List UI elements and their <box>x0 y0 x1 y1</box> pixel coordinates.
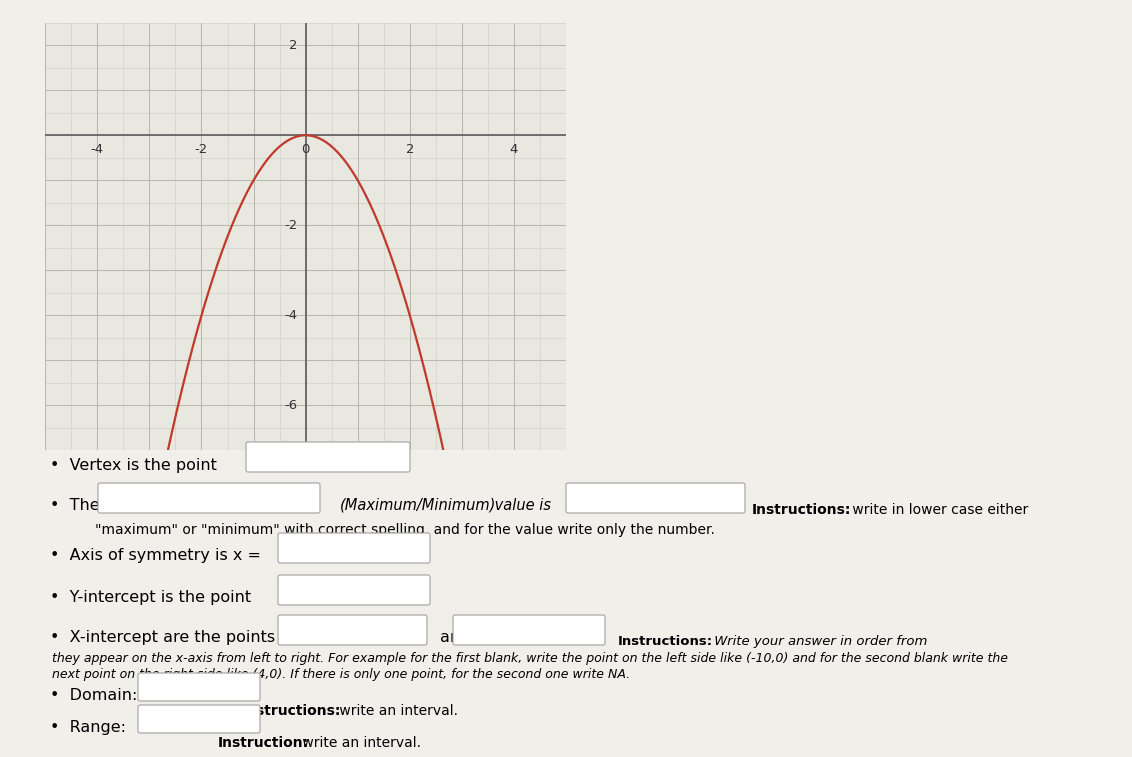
Text: -4: -4 <box>285 309 298 322</box>
Text: they appear on the x-axis from left to right. For example for the first blank, w: they appear on the x-axis from left to r… <box>52 652 1007 665</box>
Text: write an interval.: write an interval. <box>335 704 458 718</box>
Text: write in lower case either: write in lower case either <box>848 503 1028 517</box>
Text: (Maximum/Minimum): (Maximum/Minimum) <box>340 498 496 513</box>
Text: Instruction:: Instruction: <box>218 736 309 750</box>
Text: •  Y-intercept is the point: • Y-intercept is the point <box>50 590 251 605</box>
Text: -6: -6 <box>285 399 298 412</box>
Text: -2: -2 <box>284 219 298 232</box>
Text: 2: 2 <box>405 143 414 157</box>
Text: -4: -4 <box>91 143 104 157</box>
Text: and: and <box>440 630 471 645</box>
FancyBboxPatch shape <box>566 483 745 513</box>
Text: •  Range:: • Range: <box>50 720 126 735</box>
FancyBboxPatch shape <box>138 705 260 733</box>
FancyBboxPatch shape <box>98 483 320 513</box>
FancyBboxPatch shape <box>138 673 260 701</box>
Text: "maximum" or "minimum" with correct spelling, and for the value write only the n: "maximum" or "minimum" with correct spel… <box>95 523 715 537</box>
Text: •  Axis of symmetry is x =: • Axis of symmetry is x = <box>50 548 261 563</box>
Text: Instructions:: Instructions: <box>618 635 713 648</box>
Text: 0: 0 <box>301 143 310 157</box>
Text: •  Vertex is the point: • Vertex is the point <box>50 458 217 473</box>
Text: Write your answer in order from: Write your answer in order from <box>710 635 927 648</box>
FancyBboxPatch shape <box>453 615 604 645</box>
Text: 4: 4 <box>509 143 518 157</box>
FancyBboxPatch shape <box>278 533 430 563</box>
FancyBboxPatch shape <box>278 615 427 645</box>
Text: •  Domain:: • Domain: <box>50 688 137 703</box>
Text: Instructions:: Instructions: <box>242 704 342 718</box>
Text: next point on the right side like (4,0). If there is only one point, for the sec: next point on the right side like (4,0).… <box>52 668 631 681</box>
FancyBboxPatch shape <box>278 575 430 605</box>
FancyBboxPatch shape <box>246 442 410 472</box>
Text: •  X-intercept are the points: • X-intercept are the points <box>50 630 275 645</box>
Text: •  The: • The <box>50 498 100 513</box>
Text: write an interval.: write an interval. <box>298 736 421 750</box>
Text: 2: 2 <box>290 39 298 51</box>
Text: value is: value is <box>490 498 551 513</box>
Text: Instructions:: Instructions: <box>752 503 851 517</box>
Text: -2: -2 <box>195 143 208 157</box>
